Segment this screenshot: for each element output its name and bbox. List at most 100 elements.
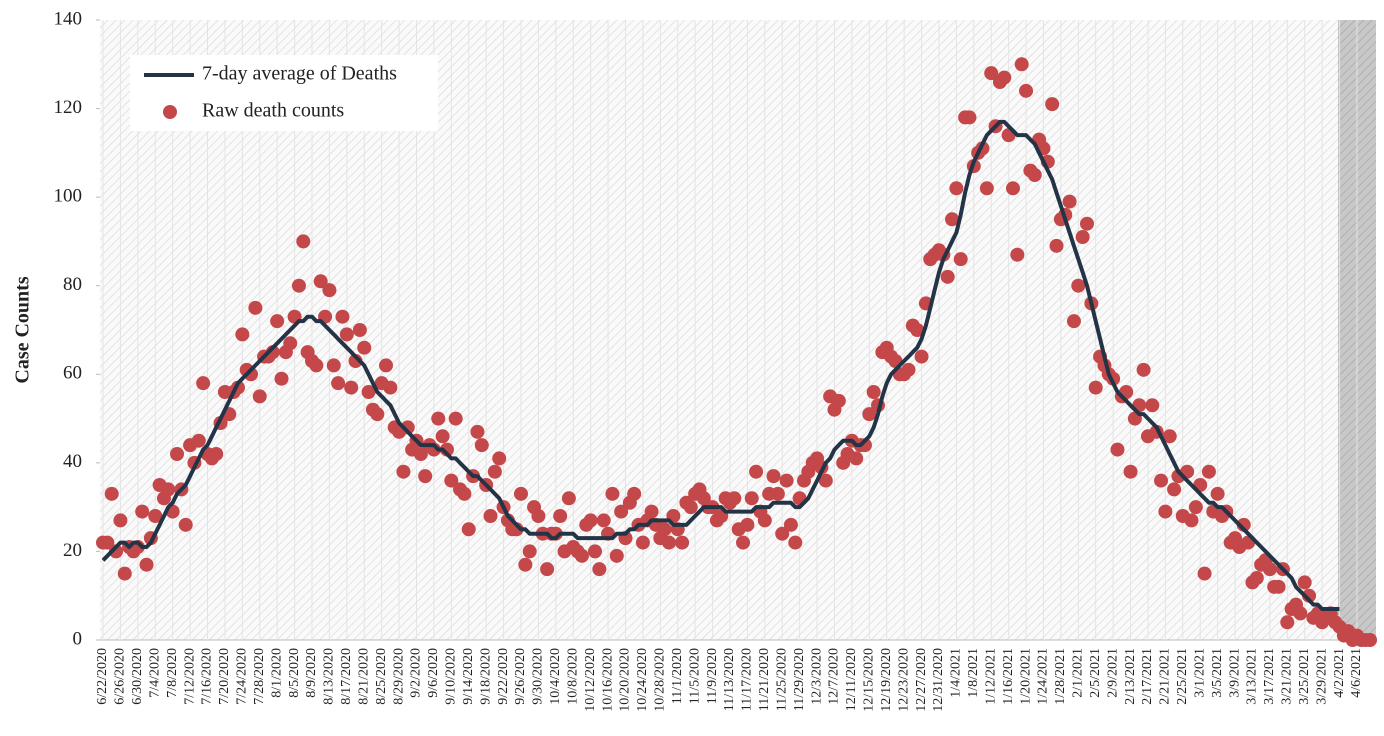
x-tick-label: 2/21/2021 bbox=[1158, 648, 1173, 705]
data-point bbox=[945, 212, 960, 227]
x-tick-label: 4/2/2021 bbox=[1332, 648, 1347, 698]
legend-dot bbox=[163, 105, 177, 119]
x-tick-label: 9/14/2020 bbox=[461, 648, 476, 705]
legend-label: 7-day average of Deaths bbox=[202, 63, 397, 85]
data-point bbox=[248, 300, 263, 315]
x-tick-label: 1/16/2021 bbox=[1001, 648, 1016, 705]
x-tick-label: 11/21/2020 bbox=[757, 648, 772, 711]
x-tick-label: 11/5/2020 bbox=[687, 648, 702, 704]
x-tick-label: 12/23/2020 bbox=[896, 648, 911, 712]
y-tick-label: 60 bbox=[63, 363, 82, 384]
x-tick-label: 9/6/2020 bbox=[426, 648, 441, 698]
x-tick-label: 11/9/2020 bbox=[705, 648, 720, 704]
data-point bbox=[683, 500, 698, 515]
data-point bbox=[383, 380, 398, 395]
y-tick-label: 120 bbox=[54, 97, 83, 118]
data-point bbox=[736, 535, 751, 550]
y-tick-label: 80 bbox=[63, 274, 82, 295]
x-tick-label: 2/13/2021 bbox=[1123, 648, 1138, 705]
x-tick-label: 10/28/2020 bbox=[653, 648, 668, 712]
x-tick-label: 12/31/2020 bbox=[931, 648, 946, 712]
x-tick-label: 12/19/2020 bbox=[879, 648, 894, 712]
data-point bbox=[614, 504, 629, 519]
x-tick-label: 1/24/2021 bbox=[1036, 648, 1051, 705]
x-tick-label: 1/12/2021 bbox=[983, 648, 998, 705]
x-tick-label: 11/1/2020 bbox=[670, 648, 685, 704]
data-point bbox=[448, 411, 463, 426]
x-tick-label: 8/9/2020 bbox=[304, 648, 319, 698]
data-point bbox=[1154, 473, 1169, 488]
legend-label: Raw death counts bbox=[202, 100, 344, 122]
data-point bbox=[962, 110, 977, 125]
data-point bbox=[540, 562, 555, 577]
x-tick-label: 4/6/2021 bbox=[1349, 648, 1364, 698]
data-point bbox=[1123, 464, 1138, 479]
legend-box bbox=[130, 55, 438, 131]
x-tick-label: 3/17/2021 bbox=[1262, 648, 1277, 705]
y-tick-label: 0 bbox=[73, 628, 83, 649]
data-point bbox=[396, 464, 411, 479]
data-point bbox=[1014, 57, 1029, 72]
data-point bbox=[749, 464, 764, 479]
data-point bbox=[161, 482, 176, 497]
data-point bbox=[1167, 482, 1182, 497]
data-point bbox=[979, 181, 994, 196]
x-tick-label: 10/20/2020 bbox=[618, 648, 633, 712]
x-tick-label: 8/21/2020 bbox=[356, 648, 371, 705]
data-point bbox=[461, 522, 476, 537]
data-point bbox=[100, 535, 115, 550]
data-point bbox=[457, 486, 472, 501]
data-point bbox=[413, 447, 428, 461]
data-point bbox=[326, 358, 341, 373]
plot: 0 20 40 60 80 100 120 140 6/22/2020 6/26/2020 6/30… bbox=[54, 8, 1378, 712]
x-tick-label: 9/22/2020 bbox=[496, 648, 511, 705]
data-point bbox=[757, 513, 772, 528]
data-point bbox=[644, 504, 659, 519]
x-tick-label: 12/15/2020 bbox=[862, 648, 877, 712]
x-tick-label: 7/20/2020 bbox=[217, 648, 232, 705]
data-point bbox=[1066, 314, 1081, 329]
x-tick-label: 3/5/2021 bbox=[1210, 648, 1225, 698]
x-tick-label: 10/12/2020 bbox=[583, 648, 598, 712]
data-point bbox=[662, 535, 677, 550]
data-point bbox=[492, 451, 507, 466]
data-point bbox=[235, 327, 250, 342]
data-point bbox=[352, 323, 367, 337]
x-tick-label: 3/13/2021 bbox=[1245, 648, 1260, 705]
x-tick-label: 10/8/2020 bbox=[565, 648, 580, 705]
data-point bbox=[296, 234, 311, 249]
data-point bbox=[740, 517, 755, 532]
data-point bbox=[862, 407, 877, 422]
data-point bbox=[657, 522, 672, 537]
data-point bbox=[170, 447, 185, 461]
data-point bbox=[270, 314, 285, 329]
x-tick-label: 9/30/2020 bbox=[531, 648, 546, 705]
y-tick-label: 140 bbox=[54, 8, 83, 29]
data-point bbox=[357, 340, 372, 355]
x-tick-label: 8/29/2020 bbox=[391, 648, 406, 705]
data-point bbox=[627, 486, 642, 501]
data-point bbox=[309, 358, 324, 373]
data-point bbox=[553, 509, 568, 523]
data-point bbox=[361, 385, 376, 399]
data-point bbox=[117, 566, 132, 581]
x-tick-label: 12/7/2020 bbox=[827, 648, 842, 705]
x-tick-label: 7/8/2020 bbox=[165, 648, 180, 698]
x-tick-label: 11/17/2020 bbox=[740, 648, 755, 711]
data-point bbox=[322, 283, 337, 298]
data-point bbox=[1293, 606, 1308, 621]
x-tick-label: 9/10/2020 bbox=[444, 648, 459, 705]
data-point bbox=[1162, 429, 1177, 444]
data-point bbox=[1184, 513, 1199, 528]
x-tick-label: 12/27/2020 bbox=[914, 648, 929, 712]
data-point bbox=[605, 486, 620, 501]
data-point bbox=[561, 491, 576, 506]
x-tick-label: 7/28/2020 bbox=[252, 648, 267, 705]
x-tick-label: 12/11/2020 bbox=[844, 648, 859, 711]
average-line bbox=[101, 119, 1340, 611]
data-point bbox=[196, 376, 211, 391]
data-point bbox=[1049, 238, 1064, 253]
data-point bbox=[727, 491, 742, 506]
x-tick-label: 8/1/2020 bbox=[269, 648, 284, 698]
x-tick-label: 9/18/2020 bbox=[478, 648, 493, 705]
